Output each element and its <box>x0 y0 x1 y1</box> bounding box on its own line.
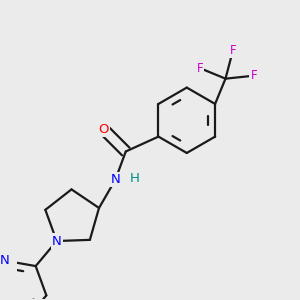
Text: H: H <box>130 172 140 185</box>
Text: F: F <box>230 44 236 57</box>
Text: N: N <box>110 173 120 186</box>
Text: N: N <box>0 254 10 267</box>
Text: N: N <box>52 235 62 248</box>
Text: F: F <box>197 62 203 75</box>
Text: O: O <box>98 123 109 136</box>
Text: F: F <box>250 69 257 82</box>
